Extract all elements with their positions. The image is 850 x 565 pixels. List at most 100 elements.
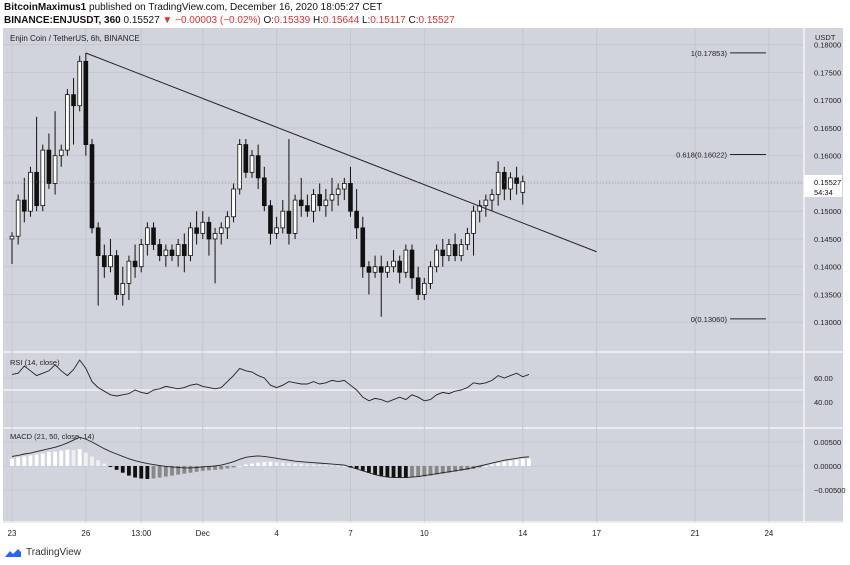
candle-body [372, 266, 378, 273]
candle-body [354, 210, 359, 229]
candle-body [403, 249, 409, 273]
macd-histogram-bar [434, 466, 439, 475]
candle-body [237, 144, 243, 190]
candle-body [71, 94, 76, 107]
pane-title: Enjin Coin / TetherUS, 6h, BINANCE [10, 34, 140, 43]
macd-histogram-bar [330, 465, 334, 467]
author-name[interactable]: BitcoinMaximus1 [4, 2, 87, 13]
candle-body [225, 216, 230, 229]
candle-body [305, 205, 310, 212]
trading-chart[interactable]: Enjin Coin / TetherUS, 6h, BINANCE 1(0.1… [0, 28, 850, 545]
macd-histogram-bar [157, 466, 162, 478]
rsi-pane[interactable]: RSI (14, close) [3, 358, 803, 403]
macd-histogram-bar [176, 466, 181, 475]
macd-histogram-bar [170, 466, 174, 476]
y-tick-label: 0.17500 [814, 68, 841, 77]
candle-body [409, 249, 415, 279]
rsi-title: RSI (14, close) [10, 358, 60, 367]
candle-body [163, 249, 169, 257]
macd-histogram-bar [96, 460, 101, 466]
macd-histogram-bar [243, 464, 248, 466]
macd-histogram-bar [317, 465, 322, 466]
candle-body [95, 227, 101, 257]
candle-body [335, 188, 341, 195]
macd-histogram-bar [416, 466, 421, 478]
fib-level-label: 1(0.17853) [691, 49, 728, 58]
candle-body [83, 60, 89, 145]
candle-body [28, 171, 33, 212]
macd-histogram-bar [34, 454, 39, 466]
x-tick-label: 26 [81, 529, 90, 538]
candle-body [40, 149, 46, 207]
macd-histogram-bar [133, 466, 137, 478]
candle-body [157, 244, 163, 257]
open-value: 0.15339 [274, 15, 311, 26]
rsi-tick-label: 60.00 [814, 374, 833, 383]
candle-body [378, 266, 384, 273]
candle-body [465, 233, 470, 245]
macd-histogram-bar [403, 466, 408, 478]
macd-histogram-bar [508, 460, 513, 466]
price-axis[interactable]: USDT 0.18000 0.17500 0.17000 0.16500 0.16000… [804, 33, 846, 495]
macd-pane[interactable]: MACD (21, 50, close, 14) [10, 432, 531, 479]
macd-histogram-bar [465, 466, 470, 470]
macd-histogram-bar [194, 466, 199, 472]
high-value: 0.15644 [323, 15, 360, 26]
macd-histogram-bar [10, 458, 14, 466]
candle-body [9, 235, 15, 240]
down-arrow-icon: ▼ [162, 15, 173, 26]
symbol-label: BINANCE:ENJUSDT, 360 [4, 15, 121, 26]
candle-body [151, 227, 156, 245]
candle-body [514, 177, 519, 184]
candle-body [495, 171, 501, 195]
candle-body [114, 255, 119, 295]
candle-body [446, 244, 452, 257]
candle-body [385, 266, 390, 273]
candle-body [261, 177, 267, 207]
tradingview-logo-icon[interactable] [4, 548, 22, 558]
macd-histogram-bar [120, 466, 125, 473]
candle-body [477, 205, 482, 212]
macd-histogram-bar [459, 466, 464, 471]
x-tick-label: 21 [691, 529, 700, 538]
candle-body [280, 210, 286, 229]
macd-histogram-bar [323, 465, 328, 467]
macd-histogram-bar [514, 459, 519, 466]
price-pane[interactable]: Enjin Coin / TetherUS, 6h, BINANCE 1(0.1… [3, 34, 803, 324]
macd-histogram-bar [268, 461, 273, 466]
ohlc-line: BINANCE:ENJUSDT, 360 0.15527 ▼ −0.00003 … [4, 15, 455, 26]
macd-histogram-bar [108, 466, 113, 467]
publisher-line: BitcoinMaximus1 published on TradingView… [4, 2, 382, 13]
brand-name[interactable]: TradingView [26, 547, 82, 558]
macd-histogram-bar [373, 466, 377, 475]
macd-histogram-bar [293, 463, 297, 466]
macd-histogram-bar [385, 466, 390, 478]
macd-histogram-bar [311, 464, 316, 466]
candle-body [132, 260, 138, 268]
axis-unit: USDT [815, 33, 836, 42]
time-axis[interactable]: 23 26 13:00 Dec 4 7 10 14 17 21 24 [8, 529, 774, 538]
candle-body [421, 282, 427, 295]
candle-body [194, 227, 199, 234]
candle-body [181, 244, 187, 257]
candle-body [298, 199, 304, 207]
macd-histogram-bar [231, 466, 236, 468]
candle-body [249, 155, 255, 173]
macd-histogram-bar [440, 466, 445, 474]
macd-histogram-bar [114, 466, 119, 470]
high-label: H: [313, 15, 324, 26]
candle-body [317, 194, 322, 207]
macd-histogram-bar [47, 452, 51, 466]
y-tick-label: 0.14000 [814, 263, 841, 272]
macd-histogram-bar [127, 466, 131, 476]
grid [3, 28, 843, 523]
candle-body [169, 249, 175, 257]
candle-body [520, 181, 526, 193]
candle-body [218, 227, 224, 234]
candle-body [138, 244, 144, 268]
macd-histogram-bar [428, 466, 433, 476]
candle-body [120, 282, 126, 295]
macd-histogram-bar [490, 464, 494, 466]
candle-body [501, 171, 507, 190]
macd-histogram-bar [520, 458, 525, 466]
